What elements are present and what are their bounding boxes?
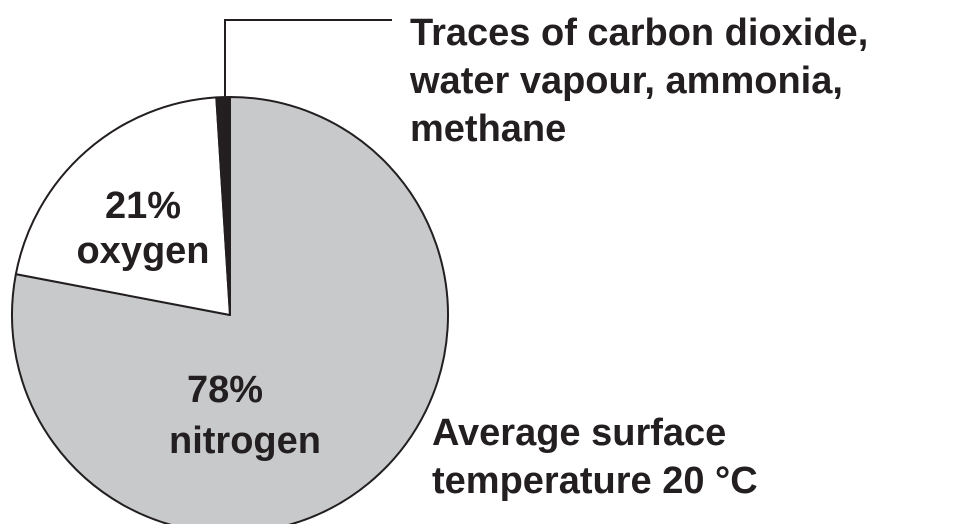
leader-line — [224, 19, 392, 100]
pie-slice — [215, 96, 231, 316]
data-label: 21% — [105, 185, 181, 227]
data-label: 78% — [187, 369, 263, 411]
pie-slice — [14, 96, 231, 316]
category-label: nitrogen — [169, 420, 321, 462]
category-label: Traces of carbon dioxide, water vapour, a… — [409, 12, 868, 150]
category-label: oxygen — [76, 230, 209, 272]
annotation: Average surface temperature 20 °C — [432, 412, 758, 502]
